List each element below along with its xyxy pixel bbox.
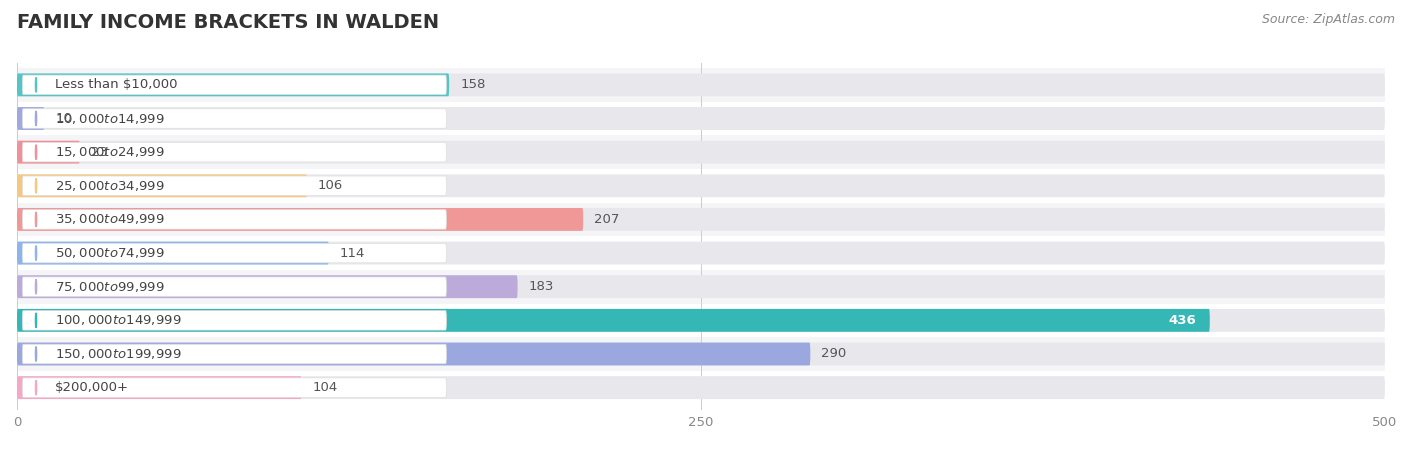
FancyBboxPatch shape <box>17 371 1385 405</box>
FancyBboxPatch shape <box>17 275 1385 298</box>
Text: $35,000 to $49,999: $35,000 to $49,999 <box>55 212 165 226</box>
FancyBboxPatch shape <box>22 277 447 297</box>
FancyBboxPatch shape <box>17 242 1385 265</box>
FancyBboxPatch shape <box>17 309 1209 332</box>
Text: 106: 106 <box>318 179 343 192</box>
FancyBboxPatch shape <box>17 202 1385 236</box>
FancyBboxPatch shape <box>22 344 447 364</box>
Text: Less than $10,000: Less than $10,000 <box>55 78 177 91</box>
Text: 207: 207 <box>595 213 620 226</box>
FancyBboxPatch shape <box>22 210 447 229</box>
FancyBboxPatch shape <box>17 376 301 399</box>
FancyBboxPatch shape <box>22 176 447 196</box>
FancyBboxPatch shape <box>17 270 1385 304</box>
FancyBboxPatch shape <box>22 142 447 162</box>
Text: $150,000 to $199,999: $150,000 to $199,999 <box>55 347 181 361</box>
Text: 436: 436 <box>1168 314 1197 327</box>
Text: 158: 158 <box>460 78 485 91</box>
FancyBboxPatch shape <box>17 73 449 96</box>
Text: $100,000 to $149,999: $100,000 to $149,999 <box>55 313 181 327</box>
FancyBboxPatch shape <box>17 169 1385 202</box>
Text: 104: 104 <box>312 381 337 394</box>
Text: FAMILY INCOME BRACKETS IN WALDEN: FAMILY INCOME BRACKETS IN WALDEN <box>17 14 439 32</box>
FancyBboxPatch shape <box>17 337 1385 371</box>
FancyBboxPatch shape <box>17 236 1385 270</box>
FancyBboxPatch shape <box>22 243 447 263</box>
Text: $10,000 to $14,999: $10,000 to $14,999 <box>55 112 165 126</box>
Text: $50,000 to $74,999: $50,000 to $74,999 <box>55 246 165 260</box>
FancyBboxPatch shape <box>17 135 1385 169</box>
FancyBboxPatch shape <box>17 141 1385 164</box>
Text: $75,000 to $99,999: $75,000 to $99,999 <box>55 280 165 294</box>
FancyBboxPatch shape <box>17 309 1385 332</box>
Text: $25,000 to $34,999: $25,000 to $34,999 <box>55 179 165 193</box>
Text: 10: 10 <box>55 112 72 125</box>
FancyBboxPatch shape <box>22 378 447 397</box>
Text: $200,000+: $200,000+ <box>55 381 129 394</box>
FancyBboxPatch shape <box>17 107 1385 130</box>
Text: 290: 290 <box>821 347 846 360</box>
FancyBboxPatch shape <box>22 75 447 94</box>
FancyBboxPatch shape <box>17 174 307 197</box>
FancyBboxPatch shape <box>17 68 1385 102</box>
FancyBboxPatch shape <box>17 102 1385 135</box>
FancyBboxPatch shape <box>17 342 810 365</box>
FancyBboxPatch shape <box>17 304 1385 337</box>
FancyBboxPatch shape <box>17 376 1385 399</box>
FancyBboxPatch shape <box>17 107 44 130</box>
Text: 183: 183 <box>529 280 554 293</box>
FancyBboxPatch shape <box>17 208 1385 231</box>
FancyBboxPatch shape <box>17 141 80 164</box>
FancyBboxPatch shape <box>17 275 517 298</box>
FancyBboxPatch shape <box>17 73 1385 96</box>
FancyBboxPatch shape <box>17 242 329 265</box>
Text: 23: 23 <box>91 146 108 159</box>
FancyBboxPatch shape <box>17 342 1385 365</box>
FancyBboxPatch shape <box>17 208 583 231</box>
Text: Source: ZipAtlas.com: Source: ZipAtlas.com <box>1261 14 1395 27</box>
FancyBboxPatch shape <box>17 174 1385 197</box>
Text: 114: 114 <box>340 247 366 260</box>
FancyBboxPatch shape <box>22 310 447 330</box>
FancyBboxPatch shape <box>22 109 447 128</box>
Text: $15,000 to $24,999: $15,000 to $24,999 <box>55 145 165 159</box>
